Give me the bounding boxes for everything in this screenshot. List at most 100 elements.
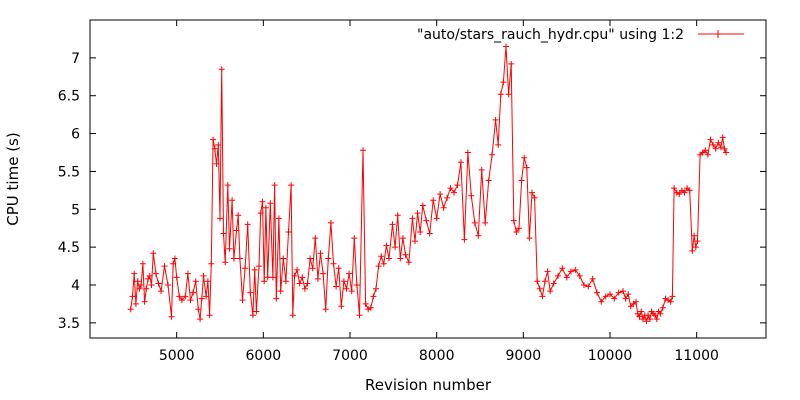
data-point-marker — [314, 275, 321, 282]
data-point-marker — [657, 310, 664, 317]
data-point-marker — [277, 288, 284, 295]
data-point-marker — [691, 232, 698, 239]
data-point-marker — [555, 272, 561, 279]
data-point-marker — [309, 265, 316, 272]
data-point-marker — [262, 204, 269, 211]
data-point-marker — [138, 282, 145, 288]
data-point-marker — [539, 293, 546, 300]
data-point-marker — [210, 136, 217, 143]
data-point-marker — [327, 219, 334, 226]
data-point-marker — [244, 221, 251, 228]
data-point-marker — [351, 235, 358, 242]
data-point-marker — [322, 306, 329, 313]
data-point-marker — [643, 318, 650, 325]
data-point-marker — [669, 293, 676, 300]
data-point-marker — [659, 304, 666, 311]
data-point-marker — [607, 291, 613, 298]
data-point-marker — [267, 200, 274, 207]
data-point-marker — [585, 283, 592, 290]
data-point-marker — [233, 227, 240, 234]
data-point-marker — [325, 255, 332, 262]
data-point-marker — [581, 282, 587, 288]
data-point-marker — [184, 270, 191, 277]
data-point-marker — [482, 219, 489, 226]
data-point-marker — [206, 312, 213, 319]
data-point-marker — [598, 298, 605, 305]
data-point-marker — [299, 274, 306, 281]
data-point-marker — [173, 274, 180, 281]
data-point-marker — [261, 278, 268, 285]
data-point-marker — [495, 141, 502, 148]
data-point-marker — [437, 191, 444, 198]
x-tick-label: 6000 — [246, 348, 282, 364]
data-point-marker — [197, 316, 204, 323]
data-point-marker — [338, 303, 345, 310]
data-point-marker — [513, 229, 520, 235]
data-point-marker — [229, 197, 236, 204]
data-point-marker — [280, 255, 287, 262]
data-point-marker — [681, 189, 688, 196]
data-point-marker — [646, 316, 653, 323]
y-tick-label: 5.5 — [58, 164, 80, 180]
data-point-marker — [409, 215, 416, 222]
data-point-marker — [419, 202, 426, 209]
y-tick-label: 4.5 — [58, 240, 80, 256]
y-axis: 3.5 4 4.5 5 5.5 6 6.5 7 — [58, 51, 766, 332]
data-point-marker — [335, 265, 342, 272]
data-point-marker — [249, 312, 256, 319]
data-point-marker — [516, 225, 522, 232]
y-tick-label: 6.5 — [58, 89, 80, 105]
data-point-marker — [380, 260, 387, 267]
data-point-marker — [492, 116, 499, 123]
data-point-marker — [131, 270, 138, 277]
data-point-marker — [165, 282, 171, 288]
data-point-marker — [256, 263, 262, 270]
data-point-marker — [433, 215, 440, 222]
data-point-marker — [304, 280, 311, 287]
x-tick-label: 9000 — [506, 348, 542, 364]
data-point-marker — [203, 293, 210, 300]
data-point-marker — [389, 221, 396, 228]
data-point-marker — [464, 149, 471, 156]
data-point-marker — [457, 159, 464, 166]
data-point-marker — [346, 270, 353, 277]
x-tick-label: 11000 — [674, 348, 719, 364]
data-point-marker — [414, 210, 421, 217]
data-point-marker — [594, 289, 600, 296]
data-point-marker — [426, 230, 433, 237]
y-tick-label: 3.5 — [58, 316, 80, 332]
data-point-marker — [378, 253, 385, 260]
data-point-marker — [563, 274, 570, 281]
data-point-marker — [383, 242, 390, 249]
data-point-marker — [615, 289, 622, 296]
x-axis-label: Revision number — [365, 376, 492, 394]
data-point-marker — [417, 229, 424, 235]
data-point-marker — [259, 198, 266, 205]
plot-area-frame — [89, 19, 767, 339]
data-point-marker — [702, 147, 709, 154]
data-point-marker — [187, 297, 194, 304]
data-point-marker — [257, 210, 264, 217]
data-point-marker — [692, 244, 699, 251]
data-point-marker — [444, 194, 451, 201]
series-line — [130, 46, 727, 324]
data-point-marker — [141, 298, 148, 305]
data-point-marker — [176, 293, 183, 300]
data-point-marker — [127, 306, 134, 313]
data-point-marker — [485, 177, 492, 184]
data-point-marker — [559, 265, 566, 272]
data-point-marker — [589, 275, 596, 282]
data-point-marker — [523, 164, 530, 171]
data-point-marker — [348, 288, 355, 295]
data-point-marker — [198, 295, 205, 302]
data-point-marker — [353, 282, 360, 288]
data-point-marker — [639, 316, 646, 323]
data-point-marker — [182, 293, 189, 300]
x-tick-label: 7000 — [332, 348, 368, 364]
data-point-marker — [301, 285, 308, 292]
data-point-marker — [370, 293, 377, 300]
data-point-marker — [547, 288, 554, 295]
data-point-marker — [602, 293, 609, 300]
data-point-marker — [271, 182, 278, 189]
